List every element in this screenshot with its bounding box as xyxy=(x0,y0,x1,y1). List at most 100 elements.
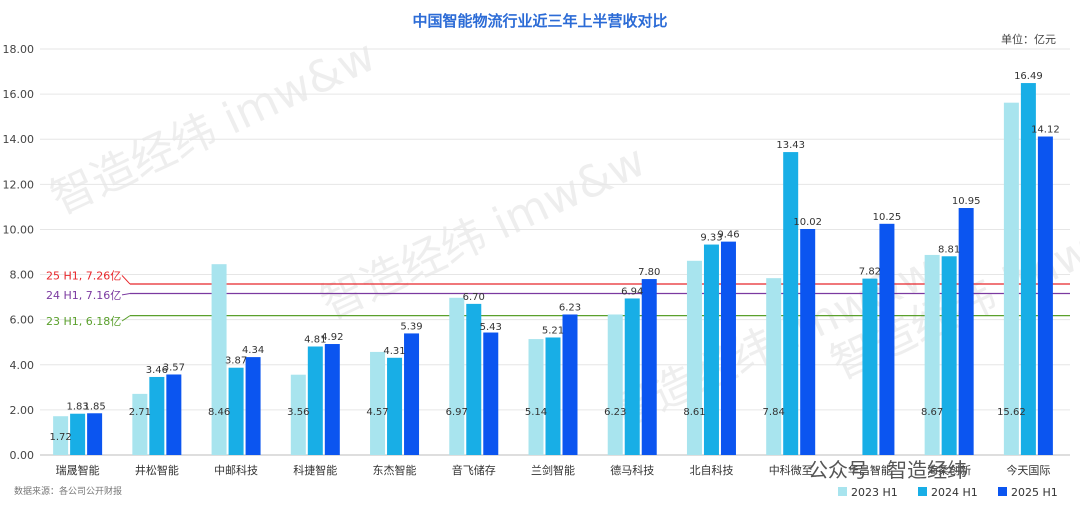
bar-2025h1 xyxy=(324,344,340,455)
reference-label: 25 H1, 7.26亿 xyxy=(46,269,121,282)
data-label: 10.02 xyxy=(793,217,822,228)
legend-label: 2025 H1 xyxy=(1011,486,1058,499)
y-tick-label: 16.00 xyxy=(3,88,35,101)
data-label: 7.80 xyxy=(638,267,660,278)
x-category-label: 华昌智能 xyxy=(848,463,892,477)
bars xyxy=(53,83,1053,455)
bar-2023h1 xyxy=(1003,102,1019,455)
bar-2023h1 xyxy=(53,416,69,455)
bar-2023h1 xyxy=(132,393,148,455)
x-category-label: 井松智能 xyxy=(135,463,179,477)
x-category-label: 瑞晟智能 xyxy=(56,463,100,477)
bar-2023h1 xyxy=(686,260,702,455)
bar-2023h1 xyxy=(449,297,465,455)
bar-2024h1 xyxy=(466,303,482,455)
data-label: 4.31 xyxy=(383,346,405,357)
data-label: 5.39 xyxy=(400,321,422,332)
data-label: 3.56 xyxy=(287,407,309,418)
data-label: 4.81 xyxy=(304,335,326,346)
bar-2025h1 xyxy=(720,241,736,455)
reference-lines: 25 H1, 7.26亿 24 H1, 7.16亿 23 H1, 6.18亿 xyxy=(46,269,1070,328)
bar-2023h1 xyxy=(766,278,782,455)
x-category-label: 北自科技 xyxy=(689,463,733,477)
data-label: 9.33 xyxy=(700,233,722,244)
bar-2025h1 xyxy=(641,279,657,455)
y-tick-label: 4.00 xyxy=(10,359,35,372)
y-tick-label: 8.00 xyxy=(10,269,35,282)
data-label: 4.34 xyxy=(242,345,264,356)
x-category-label: 科捷智能 xyxy=(293,463,337,477)
bar-2024h1 xyxy=(783,152,799,455)
data-label: 13.43 xyxy=(776,140,805,151)
legend-swatch xyxy=(838,487,847,496)
bar-2024h1 xyxy=(1020,83,1036,455)
data-label: 8.81 xyxy=(938,244,960,255)
bar-2025h1 xyxy=(879,223,895,455)
data-label: 3.46 xyxy=(146,365,168,376)
reference-leader xyxy=(121,315,131,322)
source-note: 数据来源：各公司公开财报 xyxy=(14,485,122,497)
bar-2024h1 xyxy=(545,337,561,455)
bar-2024h1 xyxy=(941,256,957,455)
data-label: 6.97 xyxy=(446,407,468,418)
data-label: 6.23 xyxy=(604,407,626,418)
watermark-text: 智造经纬 imw&w xyxy=(43,30,383,225)
reference-label: 23 H1, 6.18亿 xyxy=(46,315,121,328)
unit-label: 单位：亿元 xyxy=(1001,32,1056,46)
data-label: 6.94 xyxy=(621,286,643,297)
bar-2025h1 xyxy=(87,413,103,455)
bar-2023h1 xyxy=(924,254,940,455)
data-label: 7.82 xyxy=(859,267,881,278)
x-category-label: 兰剑智能 xyxy=(531,463,575,477)
bar-2024h1 xyxy=(703,244,719,455)
y-axis: 0.00 2.00 4.00 6.00 8.00 10.00 12.00 14.00 16.00… xyxy=(3,43,35,462)
x-axis: 瑞晟智能 井松智能 中邮科技 科捷智能 东杰智能 音飞储存 兰剑智能 德马科技 北自科技 中科微至… xyxy=(56,463,1051,477)
bar-2024h1 xyxy=(862,278,878,455)
legend: 2023 H1 2024 H1 2025 H1 xyxy=(838,486,1058,499)
legend-swatch xyxy=(918,487,927,496)
bar-2024h1 xyxy=(307,346,323,455)
data-label: 9.46 xyxy=(717,230,739,241)
bar-2023h1 xyxy=(607,314,623,455)
y-tick-label: 0.00 xyxy=(10,449,35,462)
reference-leader xyxy=(121,275,131,285)
bar-2023h1 xyxy=(290,374,306,455)
reference-label: 24 H1, 7.16亿 xyxy=(46,289,121,302)
data-label: 2.71 xyxy=(129,407,151,418)
data-label: 10.25 xyxy=(873,212,902,223)
bar-2023h1 xyxy=(528,339,544,455)
data-label: 3.57 xyxy=(163,362,185,373)
legend-swatch xyxy=(998,487,1007,496)
bar-2025h1 xyxy=(1037,136,1053,455)
data-label: 8.61 xyxy=(683,407,705,418)
data-label: 15.62 xyxy=(997,407,1026,418)
legend-label: 2024 H1 xyxy=(931,486,978,499)
x-category-label: 音飞储存 xyxy=(452,463,496,477)
y-tick-label: 18.00 xyxy=(3,43,35,56)
data-label: 4.57 xyxy=(366,407,388,418)
data-label: 1.83 xyxy=(66,402,88,413)
legend-label: 2023 H1 xyxy=(851,486,898,499)
data-label: 5.21 xyxy=(542,325,564,336)
y-tick-label: 14.00 xyxy=(3,133,35,146)
y-tick-label: 10.00 xyxy=(3,223,35,236)
x-category-label: 德马科技 xyxy=(610,463,654,477)
data-label: 16.49 xyxy=(1014,71,1043,82)
data-label: 10.95 xyxy=(952,196,981,207)
bar-2023h1 xyxy=(370,351,386,455)
data-label: 4.92 xyxy=(321,332,343,343)
bar-2025h1 xyxy=(800,228,816,455)
bar-2025h1 xyxy=(562,314,578,455)
y-tick-label: 2.00 xyxy=(10,404,35,417)
bar-2025h1 xyxy=(245,357,261,455)
data-label: 1.72 xyxy=(49,432,71,443)
bar-2024h1 xyxy=(149,376,165,455)
data-label: 8.46 xyxy=(208,407,230,418)
data-label: 5.14 xyxy=(525,407,547,418)
data-labels: 1.72 1.831.85 2.71 3.463.57 8.46 3.874.34 3.56… xyxy=(49,71,1059,443)
brand-text: 公众号 · 智造经纬 xyxy=(808,458,967,482)
x-category-label: 中科微至 xyxy=(769,463,813,477)
